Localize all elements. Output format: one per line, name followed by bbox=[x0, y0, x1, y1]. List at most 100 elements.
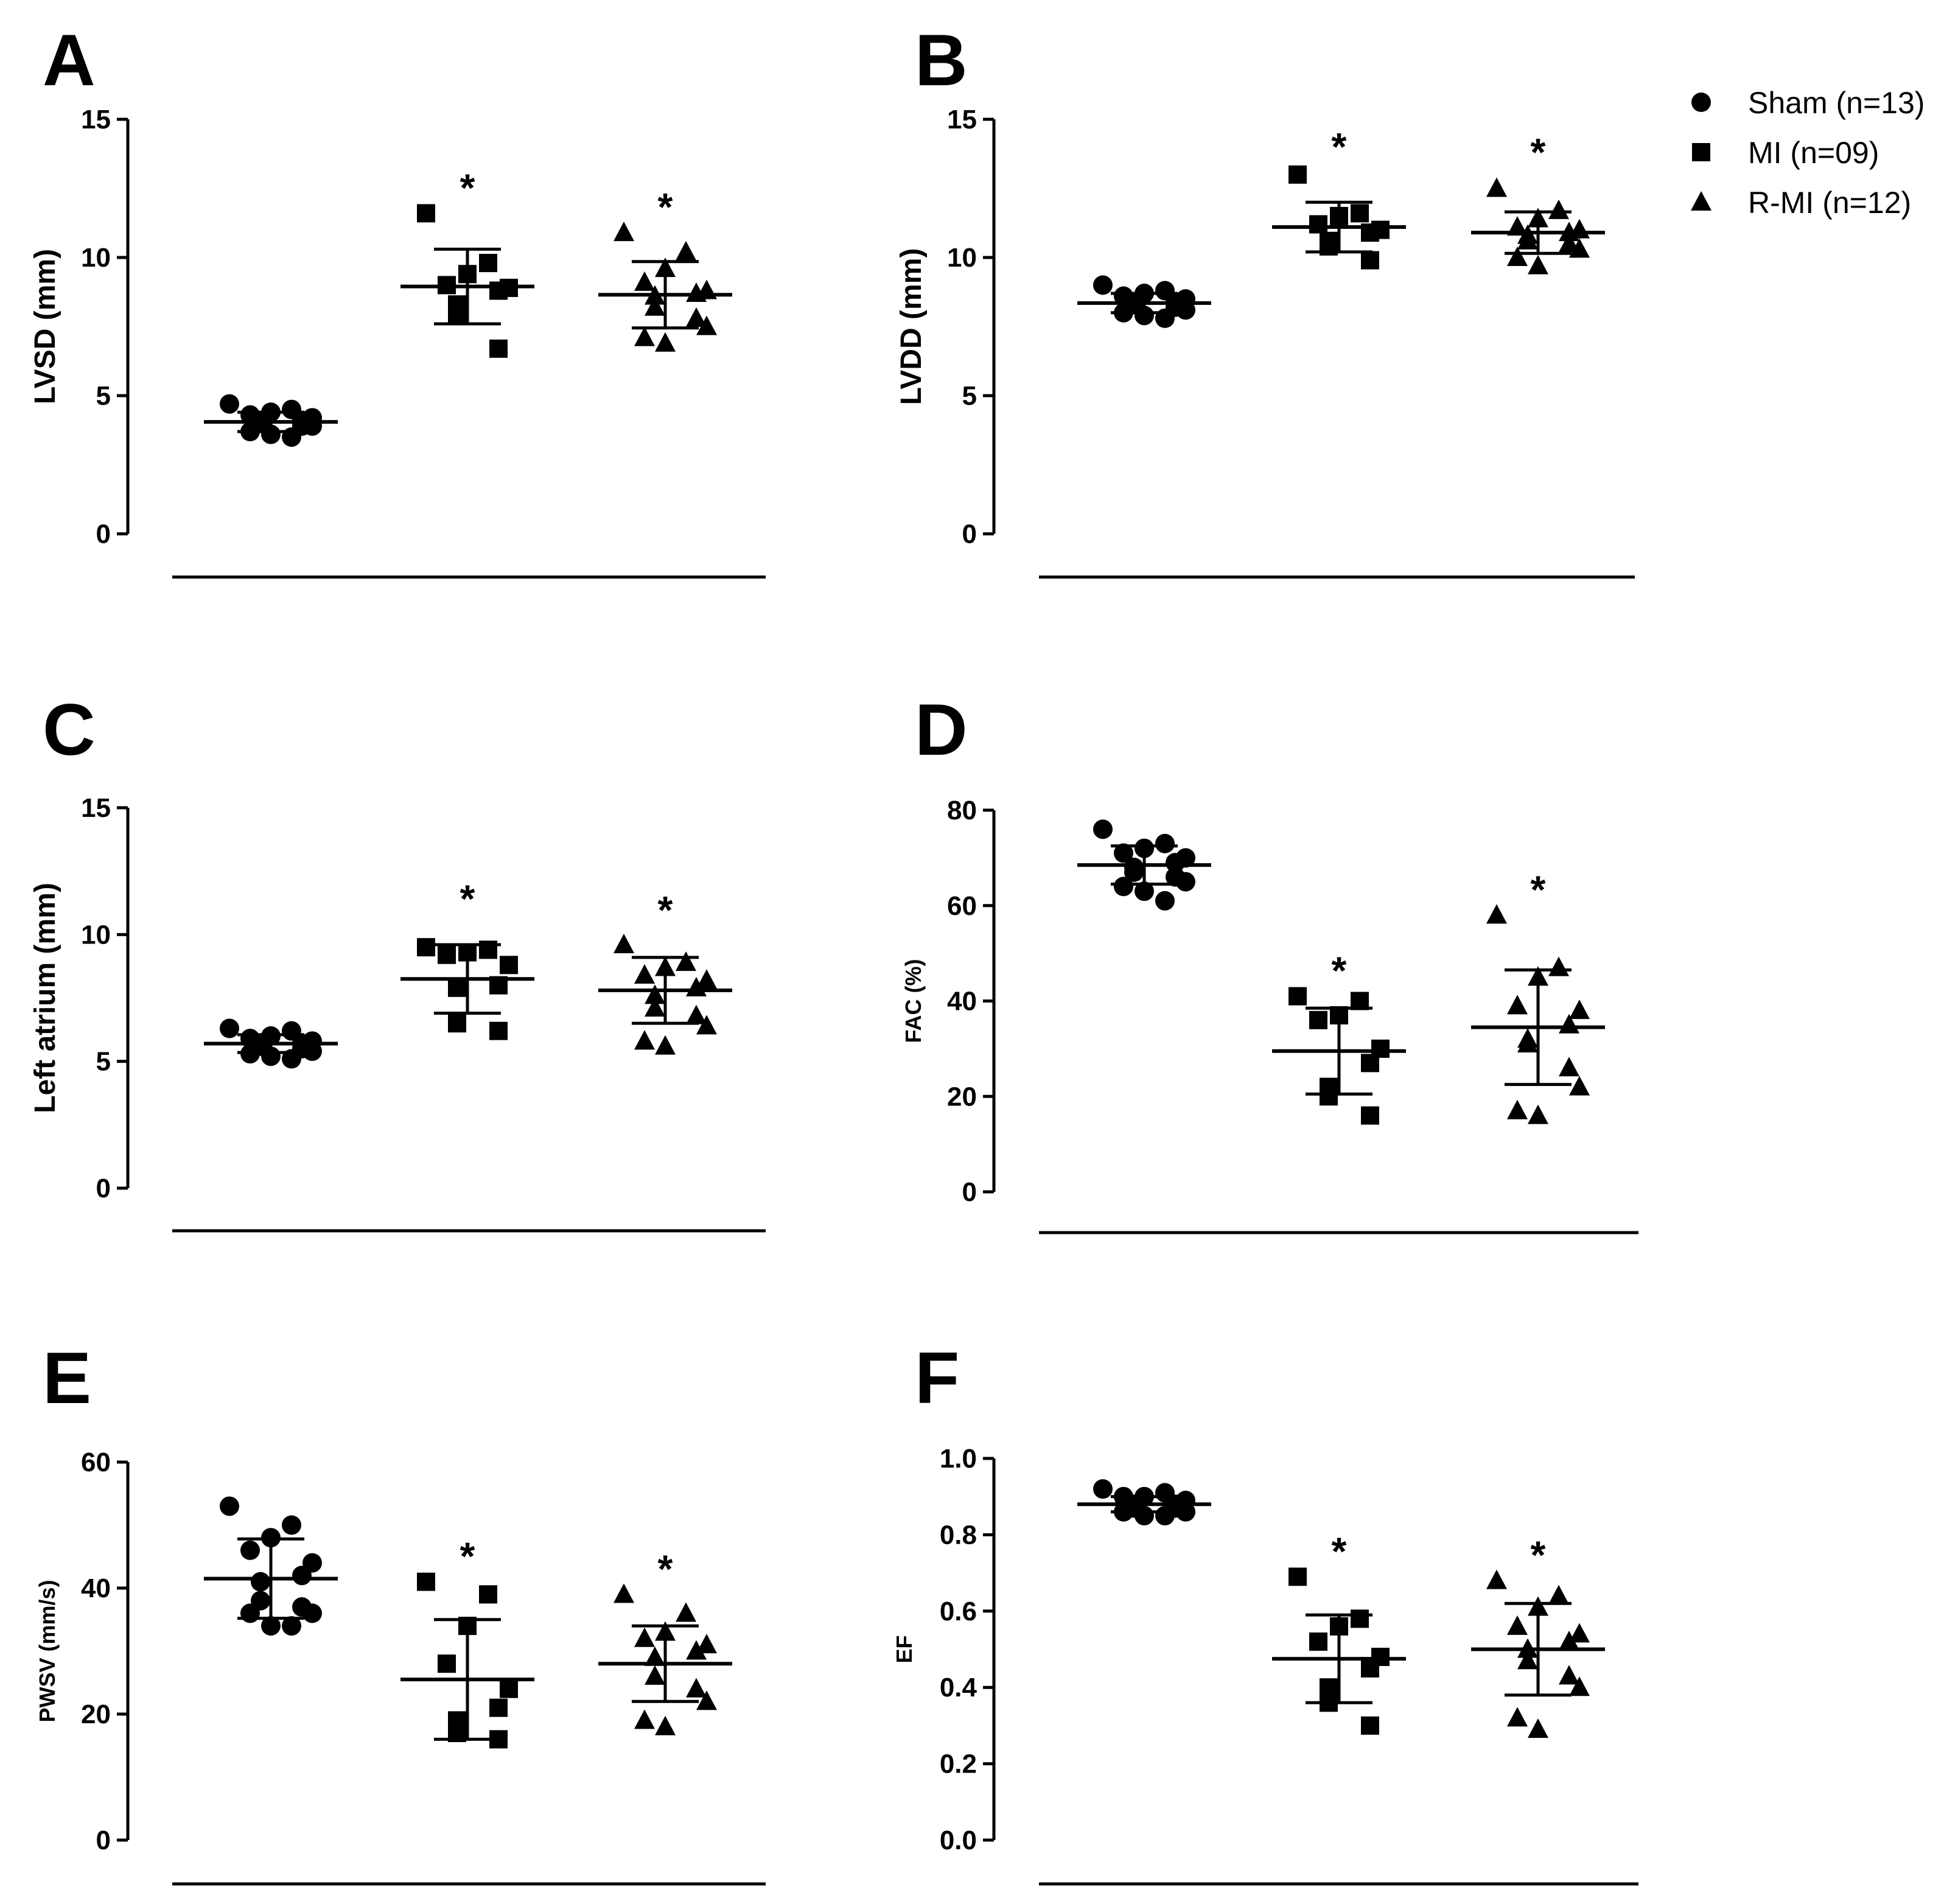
group-square: * bbox=[400, 166, 534, 358]
data-point bbox=[479, 254, 497, 273]
data-point bbox=[1288, 1567, 1307, 1586]
data-point bbox=[1155, 833, 1175, 853]
data-point bbox=[282, 1616, 301, 1636]
significance-star: * bbox=[1332, 125, 1347, 169]
data-point bbox=[1517, 229, 1538, 250]
y-axis-label: FAC (%) bbox=[901, 959, 926, 1043]
group-circle bbox=[1077, 819, 1211, 911]
data-point bbox=[1166, 853, 1185, 873]
y-tick-label: 0 bbox=[96, 1174, 111, 1203]
y-tick-label: 0.4 bbox=[940, 1673, 977, 1703]
group-circle bbox=[204, 1496, 338, 1636]
data-point bbox=[686, 282, 707, 303]
group-circle bbox=[1077, 1479, 1211, 1526]
data-point bbox=[1559, 1630, 1579, 1650]
group-triangle: * bbox=[598, 1547, 732, 1735]
data-point bbox=[1155, 891, 1175, 911]
data-point bbox=[1114, 843, 1133, 863]
data-point bbox=[479, 1585, 497, 1604]
data-point bbox=[676, 1602, 696, 1622]
data-point bbox=[1093, 1479, 1113, 1499]
data-point bbox=[645, 296, 665, 316]
data-point bbox=[1486, 904, 1507, 924]
data-point bbox=[1528, 254, 1548, 275]
data-point bbox=[686, 1678, 707, 1698]
y-tick-label: 1.0 bbox=[940, 1444, 977, 1474]
group-triangle: * bbox=[598, 185, 732, 352]
data-point bbox=[1361, 251, 1379, 270]
data-point bbox=[686, 1004, 707, 1024]
data-point bbox=[438, 1654, 456, 1673]
data-point bbox=[489, 281, 508, 300]
y-axis-label: LVSD (mm) bbox=[29, 249, 61, 404]
data-point bbox=[645, 984, 665, 1004]
y-axis-label: PWSV (mm/s) bbox=[35, 1580, 60, 1722]
legend-entry: R-MI (n=12) bbox=[1691, 186, 1911, 220]
data-point bbox=[251, 1572, 270, 1592]
significance-star: * bbox=[460, 166, 475, 209]
data-point bbox=[500, 956, 518, 975]
data-point bbox=[1569, 1076, 1590, 1096]
data-point bbox=[1320, 1087, 1338, 1106]
data-point bbox=[1507, 1099, 1528, 1119]
data-point bbox=[417, 1572, 435, 1591]
data-point bbox=[240, 1603, 260, 1623]
data-point bbox=[645, 997, 665, 1017]
data-point bbox=[1548, 1584, 1569, 1605]
panel-letter: A bbox=[43, 19, 96, 101]
data-point bbox=[1507, 995, 1528, 1015]
y-tick-label: 0 bbox=[962, 1177, 977, 1207]
data-point bbox=[634, 1627, 655, 1647]
group-circle bbox=[204, 1018, 338, 1069]
panel-a: A 0 5 10 15 LVSD (mm) * * bbox=[29, 19, 766, 579]
data-point bbox=[1155, 1506, 1175, 1526]
y-tick-label: 5 bbox=[962, 381, 977, 411]
significance-star: * bbox=[460, 1535, 475, 1578]
data-point bbox=[1559, 233, 1579, 253]
significance-star: * bbox=[460, 877, 475, 920]
data-point bbox=[1507, 247, 1528, 266]
data-point bbox=[1559, 1057, 1579, 1077]
group-triangle: * bbox=[598, 888, 732, 1055]
data-point bbox=[302, 416, 322, 436]
y-tick-label: 20 bbox=[81, 1699, 111, 1729]
panel-c: C 0 5 10 15 Left atrium (mm) * * bbox=[29, 689, 766, 1233]
y-tick-label: 80 bbox=[947, 796, 977, 825]
y-tick-label: 0 bbox=[962, 519, 977, 549]
data-point bbox=[1507, 216, 1528, 236]
data-point bbox=[417, 938, 435, 957]
y-axis-label: EF bbox=[892, 1635, 917, 1663]
data-point bbox=[655, 332, 676, 352]
y-tick-label: 60 bbox=[81, 1447, 111, 1477]
group-triangle: * bbox=[1471, 130, 1605, 275]
legend-marker bbox=[1691, 93, 1711, 112]
data-point bbox=[1135, 306, 1154, 326]
panel-letter: B bbox=[915, 19, 968, 101]
data-point bbox=[676, 240, 696, 261]
data-point bbox=[634, 1030, 655, 1050]
y-tick-label: 0 bbox=[96, 519, 111, 549]
significance-star: * bbox=[658, 185, 673, 229]
significance-star: * bbox=[658, 888, 673, 932]
data-point bbox=[1361, 1106, 1379, 1125]
data-point bbox=[1569, 238, 1590, 258]
data-point bbox=[1309, 1632, 1327, 1651]
significance-star: * bbox=[1531, 867, 1546, 911]
group-triangle: * bbox=[1471, 867, 1605, 1124]
data-point bbox=[696, 1634, 717, 1654]
data-point bbox=[696, 969, 717, 989]
group-square: * bbox=[400, 1535, 534, 1749]
data-point bbox=[634, 326, 655, 346]
significance-star: * bbox=[1332, 949, 1347, 993]
data-point bbox=[614, 222, 634, 242]
data-point bbox=[1135, 881, 1154, 901]
data-point bbox=[1093, 819, 1113, 839]
legend-entry: MI (n=09) bbox=[1692, 136, 1879, 170]
significance-star: * bbox=[1531, 1533, 1546, 1577]
data-point bbox=[686, 1640, 707, 1660]
data-point bbox=[1124, 862, 1144, 882]
panel-letter: F bbox=[915, 1337, 959, 1419]
data-point bbox=[1361, 1659, 1379, 1678]
